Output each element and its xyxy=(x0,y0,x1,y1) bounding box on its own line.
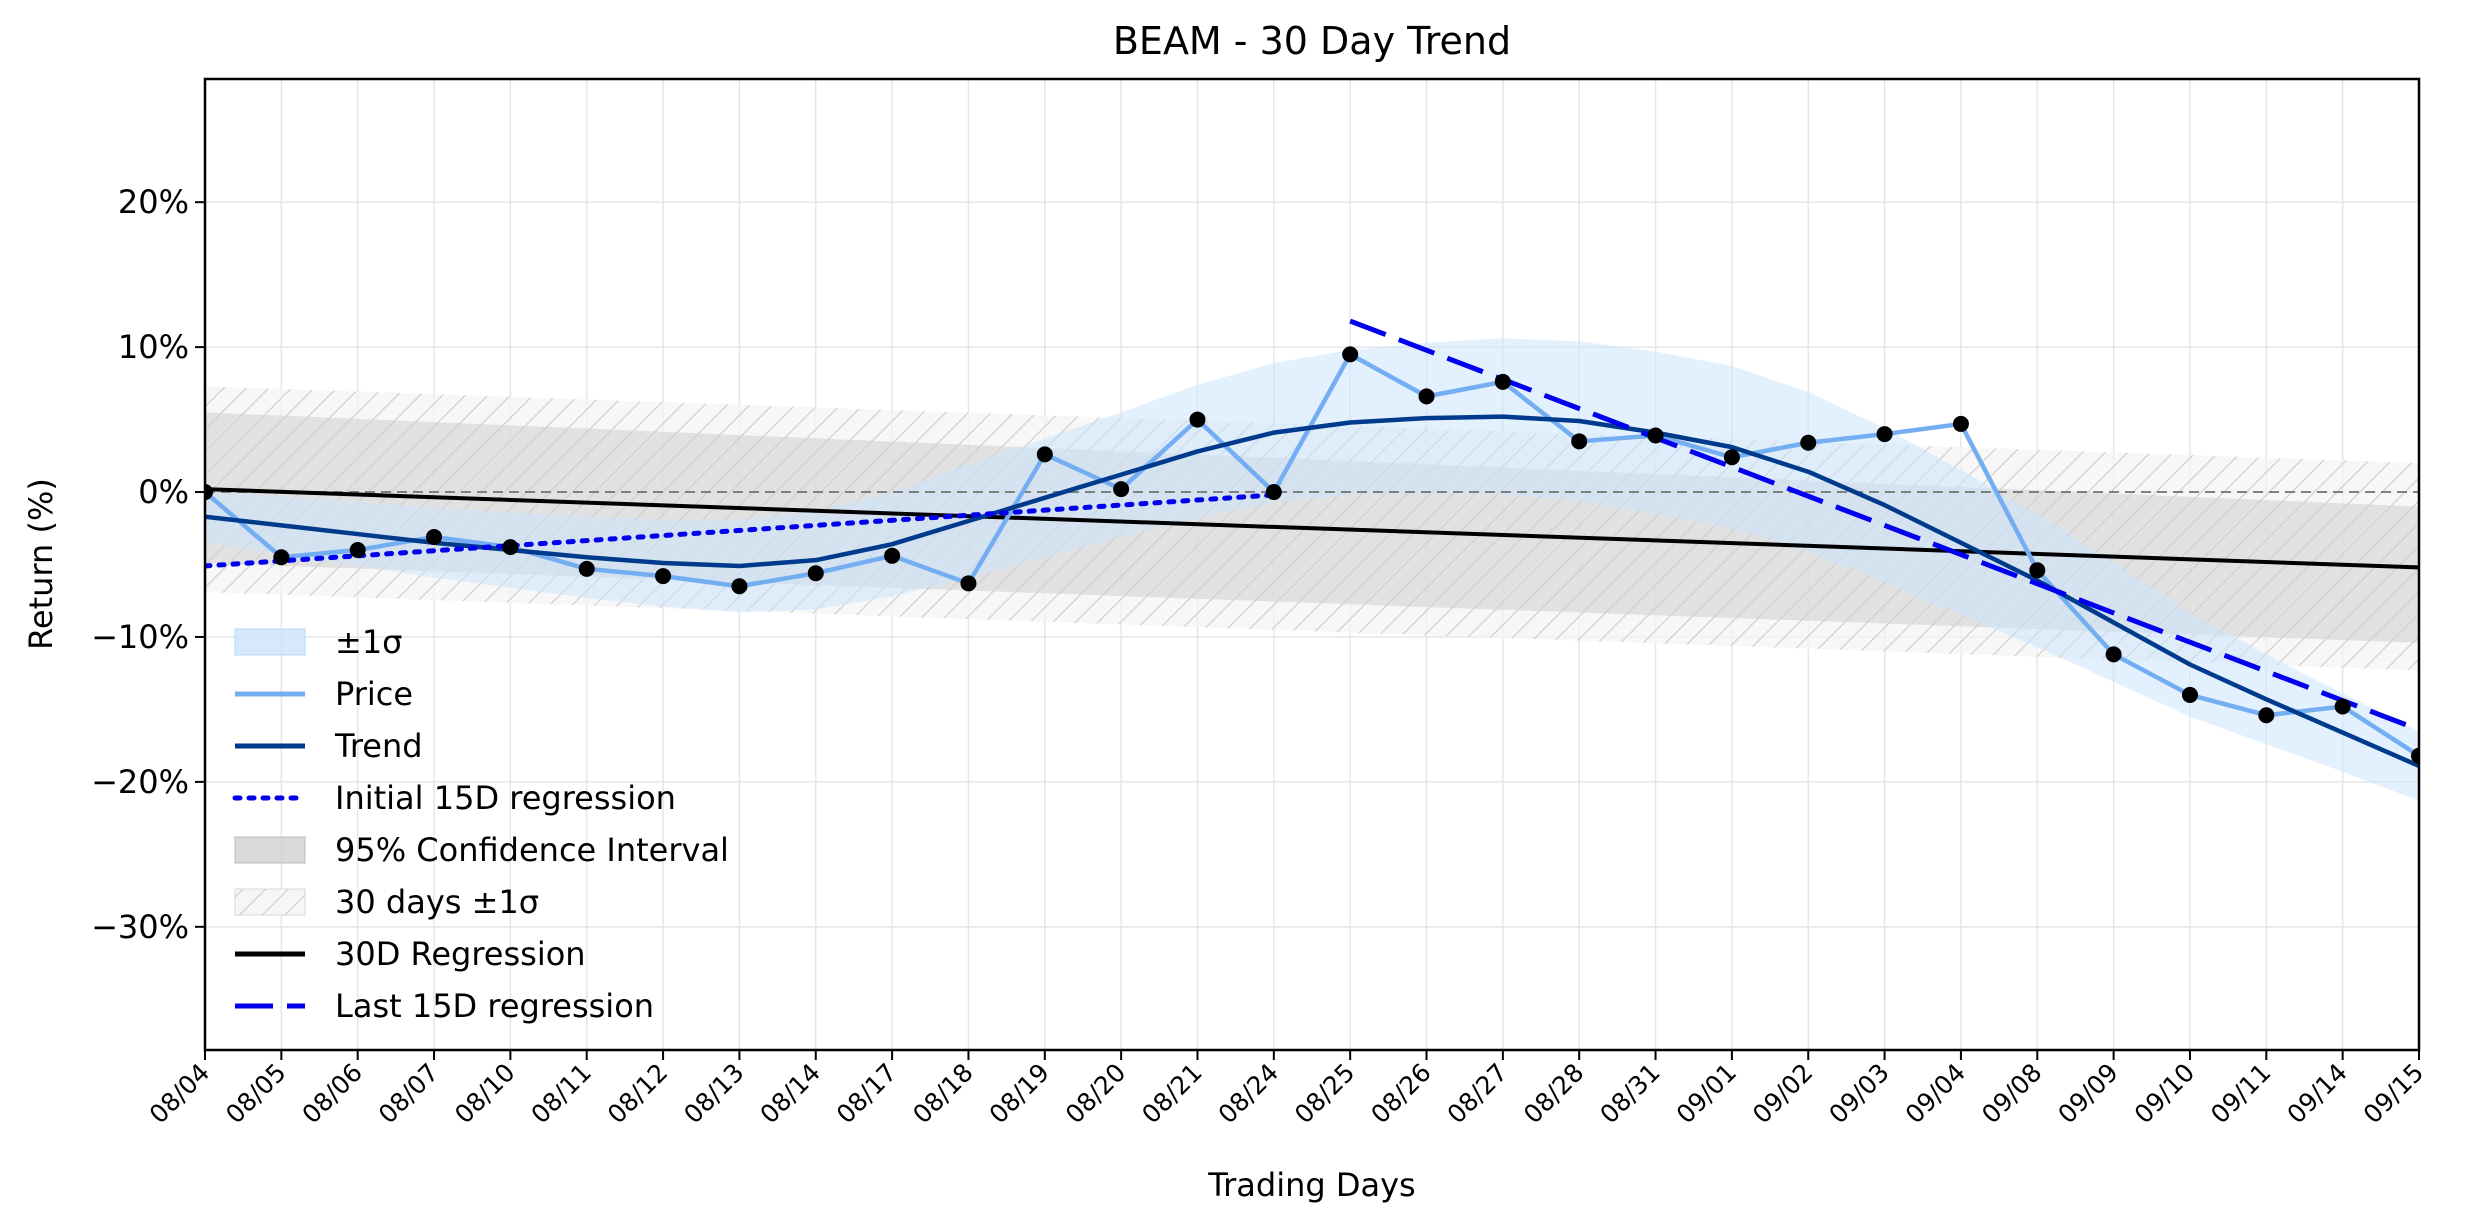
legend-swatch xyxy=(234,628,306,656)
legend-label: 30D Regression xyxy=(335,935,586,973)
price-point xyxy=(2181,686,2198,703)
y-tick-label: −20% xyxy=(91,763,189,801)
price-point xyxy=(349,542,366,559)
price-point xyxy=(655,568,672,585)
legend-label: Last 15D regression xyxy=(335,987,654,1025)
x-axis-label: Trading Days xyxy=(1207,1166,1415,1204)
price-point xyxy=(1418,388,1435,405)
price-point xyxy=(807,565,824,582)
price-line xyxy=(205,352,2419,758)
plot-area xyxy=(205,318,2419,801)
legend: ±1σ Price Trend Initial 15D regression 95% C… xyxy=(232,623,729,1025)
legend-label: Initial 15D regression xyxy=(335,779,676,817)
y-tick-label: −30% xyxy=(91,908,189,946)
price-point xyxy=(502,539,519,556)
regression-last-15d-line xyxy=(1349,318,2419,733)
price-point xyxy=(1952,415,1969,432)
price-point xyxy=(731,578,748,595)
price-point xyxy=(960,575,977,592)
price-point xyxy=(1265,484,1282,501)
plot-frame xyxy=(203,77,2421,1052)
y-tick-label: 0% xyxy=(138,473,189,511)
price-point xyxy=(1723,449,1740,466)
y-axis-label: Return (%) xyxy=(22,478,60,650)
y-axis: 20% 10% 0% −10% −20% −30% xyxy=(91,183,205,946)
y-tick-label: 20% xyxy=(118,183,189,221)
y-tick-label: −10% xyxy=(91,618,189,656)
price-point xyxy=(1036,446,1053,463)
price-point xyxy=(273,549,290,566)
regression-30d-line xyxy=(205,487,2419,570)
y-tick-label: 10% xyxy=(118,328,189,366)
price-point xyxy=(2334,698,2351,715)
legend-label: Price xyxy=(335,675,413,713)
price-point xyxy=(1189,411,1206,428)
legend-label: 95% Confidence Interval xyxy=(335,831,729,869)
legend-label: 30 days ±1σ xyxy=(335,883,539,921)
legend-label: ±1σ xyxy=(335,623,402,661)
legend-swatch xyxy=(234,836,306,864)
price-point xyxy=(2258,707,2275,724)
regression-initial-15d-line xyxy=(205,492,1277,569)
price-point xyxy=(1800,434,1817,451)
price-point xyxy=(2411,747,2419,764)
price-point xyxy=(578,560,595,577)
price-point xyxy=(205,484,213,501)
price-point xyxy=(1647,427,1664,444)
chart-title: BEAM - 30 Day Trend xyxy=(1113,19,1511,63)
price-point xyxy=(884,547,901,564)
band-sigma-trend xyxy=(205,338,2419,801)
price-point xyxy=(1571,433,1588,450)
price-point xyxy=(1342,346,1359,363)
price-point xyxy=(426,528,443,545)
price-point xyxy=(2029,562,2046,579)
price-point xyxy=(2105,646,2122,663)
legend-swatch-hatch xyxy=(235,889,305,915)
price-point xyxy=(1494,373,1511,390)
price-point xyxy=(1113,481,1130,498)
price-point xyxy=(1876,426,1893,443)
legend-label: Trend xyxy=(334,727,423,765)
